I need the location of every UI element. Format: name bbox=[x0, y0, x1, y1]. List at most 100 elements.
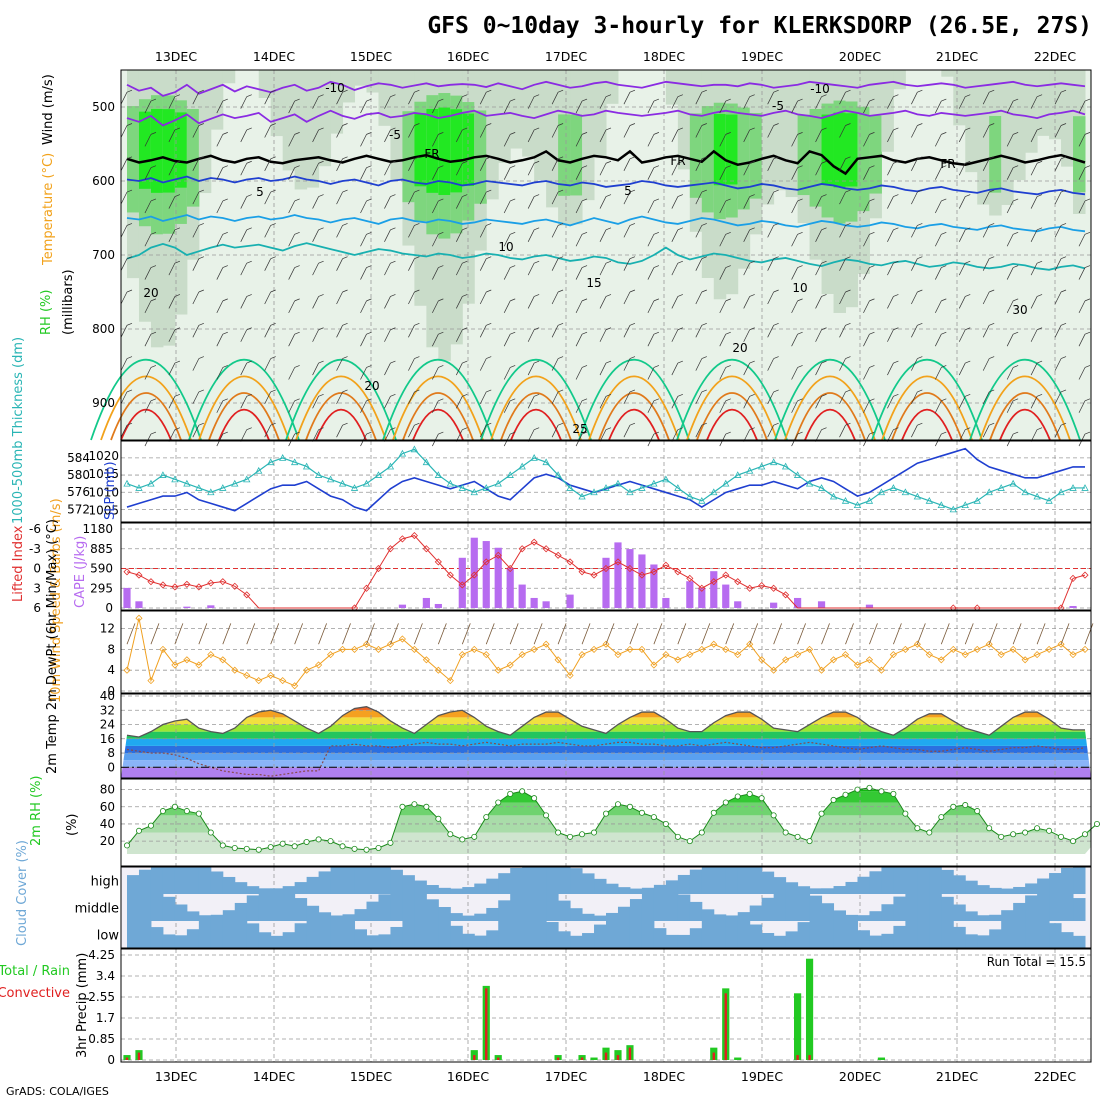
cloud-cover-bar bbox=[665, 894, 679, 921]
wind-barb bbox=[246, 327, 252, 331]
wind-barb bbox=[342, 389, 348, 393]
wind-barb bbox=[557, 189, 564, 193]
wind-barb bbox=[581, 365, 588, 368]
wind-barb bbox=[120, 92, 128, 105]
thickness-tick-label: 580 bbox=[67, 468, 90, 482]
wind-barb bbox=[1030, 96, 1038, 109]
slp-tick-label: 1005 bbox=[88, 504, 119, 518]
wind-barb bbox=[414, 356, 420, 359]
slp-axis-label: SLP (mb) bbox=[103, 461, 118, 520]
cloud-cover-bar bbox=[833, 910, 846, 921]
wind-barb bbox=[749, 127, 755, 131]
cloud-cover-bar bbox=[438, 887, 451, 894]
wind-barb bbox=[982, 125, 990, 138]
isotherm-dome bbox=[676, 359, 788, 441]
wind-barb bbox=[695, 191, 703, 205]
wind-barb bbox=[551, 258, 559, 271]
cloud-cover-bar bbox=[222, 876, 236, 894]
wind-speed-point bbox=[422, 656, 430, 664]
cape-bar bbox=[518, 584, 526, 608]
wind-barb bbox=[917, 156, 923, 160]
cloud-cover-bar bbox=[330, 915, 344, 921]
wind-barb bbox=[408, 425, 415, 438]
precip-total-bar bbox=[805, 958, 814, 1060]
wind-barb bbox=[366, 132, 372, 135]
wind-barb bbox=[791, 300, 798, 314]
wind-barb bbox=[719, 400, 727, 413]
wind-speed-point bbox=[662, 651, 670, 659]
cloud-cover-bar bbox=[186, 911, 200, 921]
isotherm-dome bbox=[285, 359, 397, 441]
rh-shade-column bbox=[450, 109, 463, 193]
lifted-index-point bbox=[722, 571, 730, 579]
wind-barb bbox=[917, 356, 923, 359]
wind-barb bbox=[240, 96, 248, 109]
cloud-cover-bar bbox=[869, 911, 882, 921]
wind-barb bbox=[599, 262, 607, 276]
wind-barb bbox=[623, 125, 631, 138]
rh-point bbox=[1082, 831, 1089, 838]
wind-barb bbox=[917, 256, 923, 260]
rh-shade-column bbox=[426, 108, 439, 193]
wind-barb bbox=[192, 225, 200, 238]
wind-barb bbox=[455, 362, 463, 376]
wind-barb bbox=[318, 194, 324, 197]
cloud-cover-bar bbox=[749, 924, 763, 948]
rh-axis-label: RH (%) bbox=[39, 290, 54, 335]
cloud-cover-bar bbox=[737, 921, 751, 948]
cloud-cover-bar bbox=[965, 880, 978, 894]
rh-shade-column bbox=[893, 70, 906, 90]
cape-bar bbox=[698, 587, 706, 608]
wind-barb bbox=[294, 365, 300, 368]
cloud-cover-bar bbox=[486, 878, 499, 894]
lifted-index-point bbox=[746, 584, 754, 592]
precip-convective-bar bbox=[796, 1055, 799, 1060]
cape-bar bbox=[398, 604, 407, 608]
rh-point bbox=[423, 803, 430, 810]
cloud-cover-bar bbox=[174, 935, 188, 948]
cloud-cover-bar bbox=[210, 914, 224, 921]
wind-barb bbox=[126, 89, 133, 93]
wind-barb bbox=[408, 191, 415, 205]
wind-speed-point bbox=[386, 640, 395, 648]
thickness-point bbox=[758, 462, 766, 470]
wind-barb bbox=[671, 296, 679, 309]
cloud-cover-bar bbox=[378, 867, 391, 894]
rh-point bbox=[411, 801, 418, 808]
wind-barb bbox=[288, 300, 295, 314]
wind-barb bbox=[198, 123, 204, 126]
wind-barb bbox=[264, 158, 272, 171]
wind-barb bbox=[821, 127, 827, 131]
wind-barb bbox=[246, 427, 252, 430]
wind-barb bbox=[336, 158, 343, 171]
cloud-cover-bar bbox=[1061, 894, 1074, 921]
cloud-cover-bar bbox=[785, 931, 799, 948]
wind-barb bbox=[174, 94, 181, 97]
wind-barb bbox=[192, 125, 200, 138]
wind-barb bbox=[749, 94, 755, 97]
wind-barb bbox=[653, 431, 660, 435]
contour-label: 20 bbox=[143, 286, 158, 300]
pressure-tick-label: 700 bbox=[92, 248, 115, 262]
wind-barb bbox=[893, 260, 899, 264]
wind-barb bbox=[270, 256, 276, 260]
rh-point bbox=[567, 833, 574, 840]
wind-barb bbox=[934, 267, 942, 280]
wind-barb bbox=[743, 296, 751, 309]
wind-barb bbox=[216, 167, 224, 180]
cloud-cover-bar bbox=[845, 914, 858, 921]
cloud-cover-bar bbox=[1013, 886, 1026, 894]
thickness-point bbox=[255, 466, 263, 474]
cloud-cover-bar bbox=[629, 921, 643, 948]
wind-barb bbox=[845, 422, 851, 426]
temperature-band bbox=[121, 738, 1091, 746]
thickness-point bbox=[638, 484, 646, 491]
wind-speed-point bbox=[135, 614, 143, 622]
wind-barb bbox=[294, 265, 300, 268]
wind-barb bbox=[462, 194, 468, 197]
wind-barb bbox=[869, 165, 875, 169]
rh-point bbox=[291, 843, 298, 850]
wind-barb bbox=[264, 92, 272, 105]
wind-barb bbox=[168, 396, 176, 409]
wind-speed-point bbox=[482, 651, 490, 659]
